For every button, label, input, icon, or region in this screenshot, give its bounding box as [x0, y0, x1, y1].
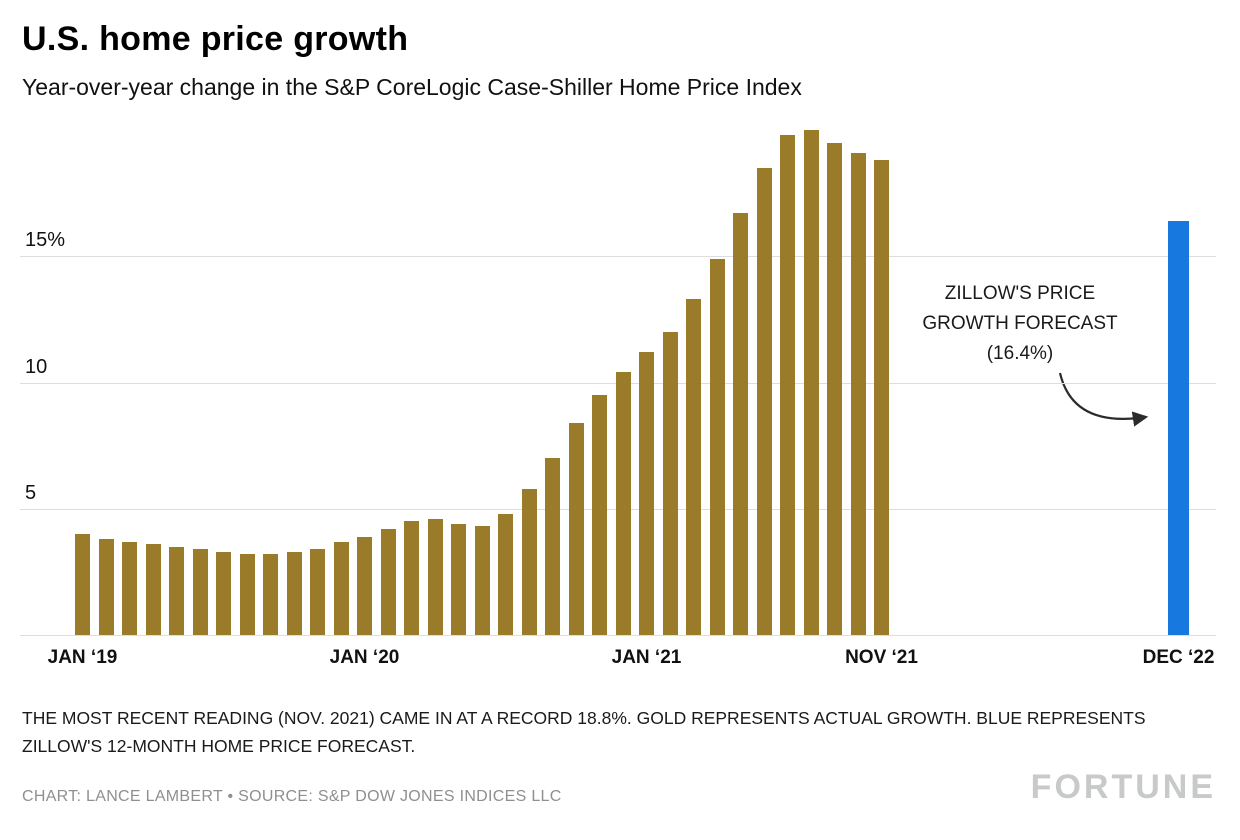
gridline-0	[20, 635, 1216, 636]
gridline-15	[20, 256, 1216, 258]
bar-jun-20	[474, 526, 490, 635]
bar-dec-19	[333, 541, 349, 635]
bar-aug-19	[239, 554, 255, 635]
bar-nov-19	[310, 549, 325, 635]
bar-aug-21	[803, 130, 819, 635]
bar-jul-19	[216, 551, 231, 635]
bar-feb-19	[98, 539, 114, 635]
bar-mar-20	[404, 521, 419, 635]
bar-jun-19	[192, 549, 208, 635]
forecast-bar-dec-22	[1168, 221, 1189, 635]
x-axis-label-jan-21: JAN ‘21	[611, 647, 682, 668]
x-axis-label-dec-22: DEC ‘22	[1142, 647, 1215, 668]
bar-chart: ZILLOW'S PRICE GROWTH FORECAST (16.4%) 5…	[20, 115, 1216, 668]
bar-may-19	[169, 546, 184, 635]
x-axis-label-jan-19: JAN ‘19	[47, 647, 118, 668]
annotation-line-3: (16.4%)	[986, 343, 1054, 364]
x-axis-label-jan-20: JAN ‘20	[329, 647, 400, 668]
chart-credit: CHART: LANCE LAMBERT • SOURCE: S&P DOW J…	[22, 788, 562, 805]
bar-may-21	[733, 213, 748, 635]
bar-feb-21	[662, 332, 678, 635]
bar-mar-19	[122, 541, 137, 635]
bar-apr-21	[709, 258, 725, 635]
chart-subtitle: Year-over-year change in the S&P CoreLog…	[22, 74, 802, 100]
y-axis-label-10: 10	[25, 355, 48, 378]
chart-title: U.S. home price growth	[22, 20, 409, 58]
chart-note: THE MOST RECENT READING (NOV. 2021) CAME…	[22, 708, 1146, 756]
bar-oct-20	[568, 422, 584, 635]
fortune-logo: FORTUNE	[1030, 768, 1216, 806]
bar-jan-21	[639, 352, 654, 635]
bar-sep-20	[545, 458, 560, 635]
bar-apr-19	[145, 544, 161, 635]
bar-jun-21	[756, 168, 772, 635]
bar-nov-20	[592, 395, 607, 635]
bar-mar-21	[686, 299, 701, 635]
bar-jul-21	[780, 135, 795, 635]
y-axis-label-5: 5	[25, 481, 37, 504]
bar-aug-20	[521, 488, 537, 635]
x-axis-label-nov-21: NOV ‘21	[845, 647, 918, 668]
bar-jul-20	[498, 513, 513, 635]
bar-jan-20	[357, 536, 372, 635]
bar-dec-20	[615, 372, 631, 635]
annotation-line-2: GROWTH FORECAST	[922, 313, 1118, 334]
annotation-line-1: ZILLOW'S PRICE	[944, 283, 1096, 304]
bar-oct-21	[850, 152, 866, 635]
bar-feb-20	[380, 528, 396, 635]
y-axis-label-15: 15%	[25, 229, 66, 252]
bar-sep-21	[827, 142, 842, 635]
bar-may-20	[451, 523, 466, 635]
bar-oct-19	[286, 551, 302, 635]
forecast-annotation: ZILLOW'S PRICE GROWTH FORECAST (16.4%)	[902, 279, 1138, 369]
bar-sep-19	[263, 554, 278, 635]
bar-jan-19	[75, 534, 90, 635]
bar-nov-21	[874, 160, 889, 635]
bar-apr-20	[427, 518, 443, 635]
